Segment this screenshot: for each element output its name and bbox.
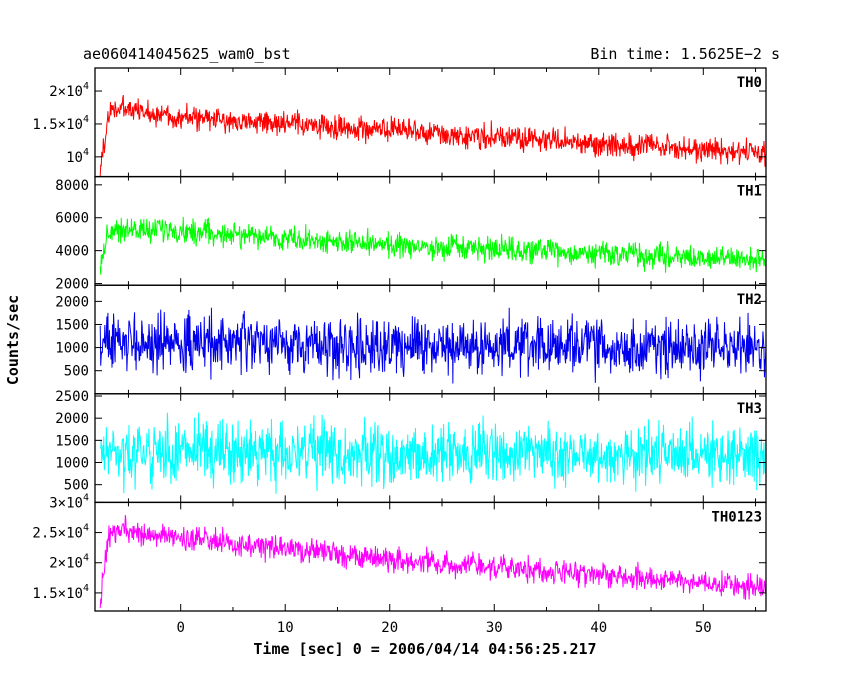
panel-frame bbox=[94, 67, 767, 178]
panel-th2: 500 1000 1500 2000 TH2 bbox=[55, 284, 767, 395]
panel-th0: 104 1.5×104 2×104 TH0 bbox=[32, 67, 767, 178]
bin-time-label: Bin time: 1.5625E−2 s bbox=[590, 45, 780, 63]
panel-label-th1: TH1 bbox=[737, 184, 762, 200]
y-tick-label: 104 bbox=[66, 147, 89, 166]
panel-th1: 2000 4000 6000 8000 TH1 bbox=[55, 175, 767, 293]
y-tick-label: 2500 bbox=[55, 389, 89, 405]
y-tick-label: 2×104 bbox=[49, 553, 89, 572]
y-tick-label: 500 bbox=[64, 478, 89, 494]
panel-label-th3: TH3 bbox=[737, 401, 762, 417]
panel-label-th2: TH2 bbox=[737, 292, 762, 308]
y-tick-label: 8000 bbox=[55, 178, 89, 194]
series-line-th3 bbox=[100, 412, 766, 494]
series-line-th0 bbox=[99, 94, 766, 176]
y-tick-label: 4000 bbox=[55, 244, 89, 260]
series-line-th2 bbox=[99, 307, 766, 384]
y-tick-label: 2000 bbox=[55, 277, 89, 293]
series-line-th1 bbox=[99, 217, 766, 275]
x-tick-label: 0 bbox=[176, 620, 184, 636]
y-tick-label: 1.5×104 bbox=[32, 583, 89, 602]
x-tick-label: 40 bbox=[590, 620, 607, 636]
y-tick-label: 2×104 bbox=[49, 81, 89, 100]
y-tick-label: 3×104 bbox=[49, 492, 89, 511]
x-axis-title: Time [sec] 0 = 2006/04/14 04:56:25.217 bbox=[253, 640, 596, 658]
panel-label-th0123: TH0123 bbox=[711, 509, 762, 525]
y-tick-label: 2000 bbox=[55, 294, 89, 310]
x-tick-label: 50 bbox=[695, 620, 712, 636]
panel-th3: 500 1000 1500 2000 2500 TH3 bbox=[55, 389, 767, 504]
panel-label-th0: TH0 bbox=[737, 75, 762, 91]
y-tick-label: 1500 bbox=[55, 433, 89, 449]
x-tick-label: 10 bbox=[277, 620, 294, 636]
panel-th0123: 1.5×104 2×104 2.5×104 3×104 TH0123 0 10 20 30 40 5… bbox=[32, 492, 767, 636]
series-line-th0123 bbox=[99, 514, 766, 609]
panel-frame bbox=[94, 501, 767, 612]
y-tick-label: 2000 bbox=[55, 411, 89, 427]
x-tick-label: 20 bbox=[381, 620, 398, 636]
y-tick-label: 1500 bbox=[55, 317, 89, 333]
y-tick-label: 500 bbox=[64, 364, 89, 380]
y-axis-title: Counts/sec bbox=[4, 295, 22, 385]
y-tick-label: 2.5×104 bbox=[32, 523, 89, 542]
x-tick-label: 30 bbox=[486, 620, 503, 636]
figure-title: ae060414045625_wam0_bst bbox=[83, 45, 291, 63]
y-tick-label: 1000 bbox=[55, 341, 89, 357]
y-tick-label: 1000 bbox=[55, 456, 89, 472]
y-tick-label: 6000 bbox=[55, 211, 89, 227]
y-tick-label: 1.5×104 bbox=[32, 114, 89, 133]
